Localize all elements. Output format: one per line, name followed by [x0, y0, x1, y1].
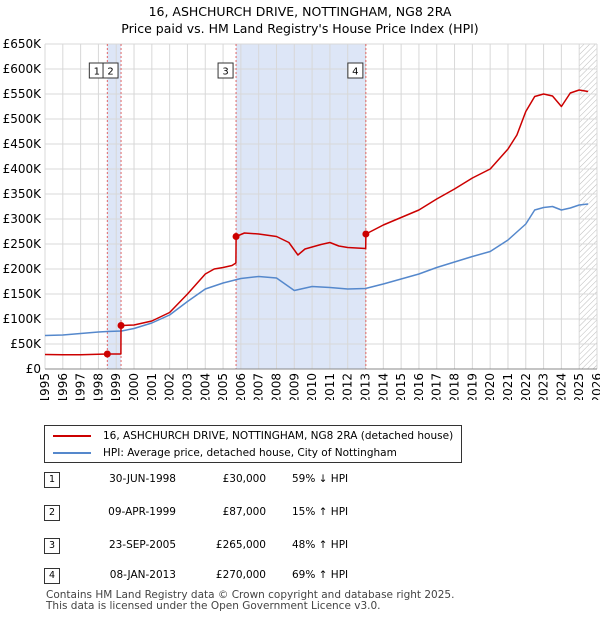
sale-price: £265,000 — [215, 539, 266, 551]
y-tick-label: £450K — [3, 137, 43, 151]
sale-price: £30,000 — [222, 473, 266, 485]
sale-label-number: 1 — [94, 67, 100, 78]
x-tick-label: 2016 — [412, 373, 426, 400]
sale-label-box — [347, 62, 364, 79]
series-line — [44, 203, 589, 337]
y-tick-label: £400K — [3, 162, 43, 176]
y-tick-label: £200K — [3, 262, 43, 276]
x-tick-label: 2005 — [216, 373, 230, 400]
table-row: 2 09-APR-1999 £87,000 15% ↑ HPI — [44, 505, 464, 523]
sale-hpi-change: 48% ↑ HPI — [292, 539, 349, 551]
y-tick-label: £350K — [3, 187, 43, 201]
y-tick-label: £50K — [10, 337, 42, 351]
sale-hpi-change: 69% ↑ HPI — [292, 569, 349, 581]
sale-number-badge: 1 — [44, 472, 60, 488]
footer-attribution: Contains HM Land Registry data © Crown c… — [46, 590, 454, 612]
legend-label-property: 16, ASHCHURCH DRIVE, NOTTINGHAM, NG8 2RA… — [103, 430, 454, 442]
sale-point — [232, 233, 240, 240]
y-tick-label: £600K — [3, 62, 43, 76]
sale-date: 30-JUN-1998 — [109, 473, 176, 485]
x-tick-label: 2023 — [537, 373, 551, 400]
x-tick-label: 2001 — [145, 373, 159, 400]
sale-point — [117, 322, 125, 329]
y-tick-label: £100K — [3, 312, 43, 326]
sale-number-badge: 4 — [44, 568, 60, 584]
x-tick-label: 2017 — [430, 373, 444, 400]
sale-price: £270,000 — [215, 569, 266, 581]
chart-subtitle: Price paid vs. HM Land Registry's House … — [121, 21, 479, 36]
table-row: 3 23-SEP-2005 £265,000 48% ↑ HPI — [44, 538, 464, 556]
x-tick-label: 2007 — [252, 373, 266, 400]
x-tick-label: 2026 — [590, 373, 600, 400]
legend-item-property: 16, ASHCHURCH DRIVE, NOTTINGHAM, NG8 2RA… — [53, 428, 453, 444]
x-tick-label: 2011 — [323, 373, 337, 400]
y-tick-label: £500K — [3, 112, 43, 126]
y-tick-label: £150K — [3, 287, 43, 301]
x-tick-label: 2020 — [483, 373, 497, 400]
x-tick-label: 2019 — [465, 373, 479, 400]
x-tick-label: 2002 — [163, 373, 177, 400]
sale-point — [103, 350, 111, 358]
x-tick-label: 1998 — [91, 373, 105, 400]
sale-label-box — [102, 62, 119, 79]
x-tick-label: 1996 — [56, 373, 70, 400]
x-tick-label: 2008 — [269, 373, 283, 400]
sale-point — [362, 230, 370, 238]
sale-period-band — [107, 44, 122, 369]
x-tick-label: 1999 — [109, 373, 123, 400]
x-tick-label: 1997 — [74, 373, 88, 400]
x-tick-label: 2018 — [448, 373, 462, 400]
footer-line: This data is licensed under the Open Gov… — [46, 600, 381, 612]
x-tick-label: 2006 — [234, 373, 248, 400]
x-tick-label: 2024 — [554, 373, 568, 400]
sale-number-badge: 3 — [44, 538, 60, 554]
sale-date: 23-SEP-2005 — [108, 539, 176, 551]
x-tick-label: 2014 — [376, 373, 390, 400]
legend-swatch-hpi — [53, 452, 91, 454]
sale-label-number: 4 — [352, 67, 358, 78]
x-tick-label: 1995 — [38, 373, 52, 400]
x-tick-label: 2021 — [501, 373, 515, 400]
forecast-hatch — [579, 44, 597, 369]
footer-line: Contains HM Land Registry data © Crown c… — [46, 589, 455, 601]
y-tick-label: £0 — [26, 362, 41, 376]
table-row: 4 08-JAN-2013 £270,000 69% ↑ HPI — [44, 568, 464, 586]
legend-swatch-property — [53, 435, 91, 437]
chart-legend: 16, ASHCHURCH DRIVE, NOTTINGHAM, NG8 2RA… — [44, 425, 462, 463]
x-tick-label: 2013 — [359, 373, 373, 400]
sale-price: £87,000 — [222, 506, 266, 518]
sale-date: 09-APR-1999 — [108, 506, 176, 518]
x-tick-label: 2025 — [572, 373, 586, 400]
legend-label-hpi: HPI: Average price, detached house, City… — [103, 447, 397, 459]
y-tick-label: £550K — [3, 87, 43, 101]
chart-title: 16, ASHCHURCH DRIVE, NOTTINGHAM, NG8 2RA — [148, 4, 452, 19]
table-row: 1 30-JUN-1998 £30,000 59% ↓ HPI — [44, 472, 464, 490]
legend-item-hpi: HPI: Average price, detached house, City… — [53, 445, 397, 461]
x-tick-label: 2009 — [287, 373, 301, 400]
sale-period-band — [236, 44, 366, 369]
sale-label-number: 2 — [107, 67, 113, 78]
sale-hpi-change: 59% ↓ HPI — [292, 473, 349, 485]
y-tick-label: £300K — [3, 212, 43, 226]
x-tick-label: 2012 — [341, 373, 355, 400]
x-tick-label: 2022 — [519, 373, 533, 400]
y-tick-label: £250K — [3, 237, 43, 251]
sale-number-badge: 2 — [44, 505, 60, 521]
sale-hpi-change: 15% ↑ HPI — [292, 506, 349, 518]
x-tick-label: 2010 — [305, 373, 319, 400]
x-tick-label: 2015 — [394, 373, 408, 400]
x-tick-label: 2004 — [198, 373, 212, 400]
series-line — [44, 89, 589, 356]
sale-label-box — [217, 62, 234, 79]
y-tick-label: £650K — [3, 37, 43, 51]
sale-label-number: 3 — [222, 67, 228, 78]
sale-date: 08-JAN-2013 — [109, 569, 176, 581]
x-tick-label: 2000 — [127, 373, 141, 400]
x-tick-label: 2003 — [180, 373, 194, 400]
